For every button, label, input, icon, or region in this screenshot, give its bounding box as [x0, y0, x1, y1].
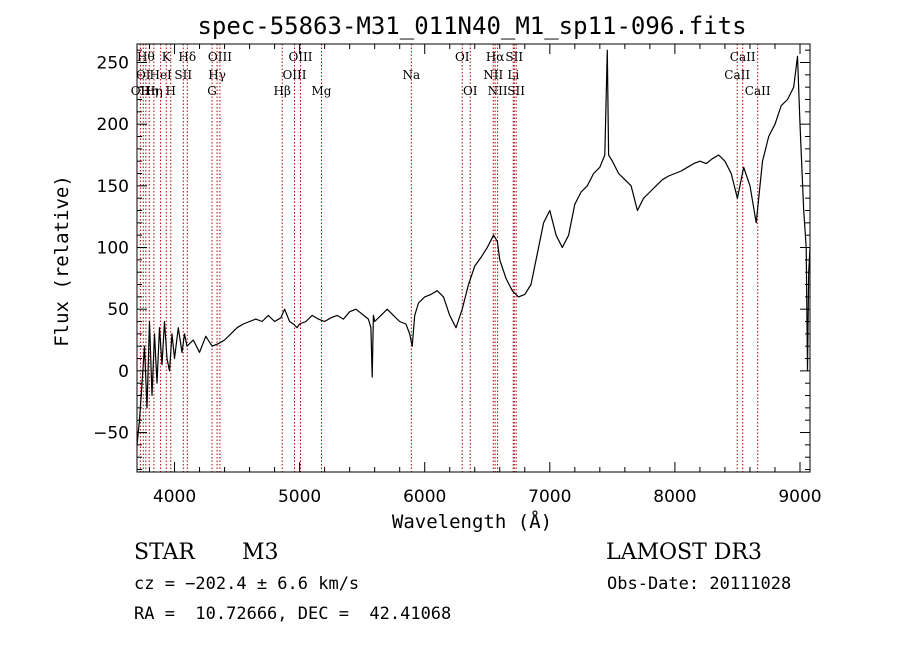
y-tick-label: 0 — [118, 362, 129, 382]
x-axis-label: Wavelength (Å) — [392, 510, 552, 533]
spectral-line-label: Hη — [140, 84, 158, 98]
axis-ticks: 4000 5000 6000 7000 8000 9000 −50 0 50 100 150 200 2… — [93, 44, 822, 507]
spectral-line-label: OI — [455, 50, 470, 64]
x-tick-label: 9000 — [778, 487, 821, 507]
spectral-line-markers — [139, 44, 759, 472]
sky-coordinates: RA = 10.72666, DEC = 42.41068 — [134, 604, 452, 624]
spectral-line-label: Hδ — [178, 50, 196, 64]
y-tick-label: 100 — [97, 239, 129, 259]
spectral-line-label: OI — [136, 68, 151, 82]
spectral-line-label: Li — [507, 68, 519, 82]
spectrum-series — [136, 49, 811, 445]
x-tick-label: 4000 — [153, 487, 196, 507]
redshift-velocity: cz = −202.4 ± 6.6 km/s — [134, 574, 360, 594]
spectral-line-label: Hη — [145, 84, 163, 98]
spectral-line-label: OII — [131, 84, 151, 98]
object-class: STAR — [134, 540, 195, 565]
spectral-line-label: Hθ — [137, 50, 155, 64]
y-tick-label: −50 — [93, 424, 129, 444]
spectral-line-label: NII — [488, 84, 508, 98]
spectral-line-label: SII — [505, 50, 523, 64]
spectral-line-label: HeI — [149, 68, 172, 82]
spectral-line-label: Hα — [486, 50, 505, 64]
spectral-line-label: OI — [463, 84, 478, 98]
x-tick-label: 7000 — [528, 487, 571, 507]
observation-date: Obs-Date: 20111028 — [607, 574, 792, 594]
plot-frame — [136, 43, 811, 473]
y-axis-label: Flux (relative) — [51, 175, 73, 347]
spectral-line-label: Hγ — [208, 68, 226, 82]
spectral-line-label: H — [166, 84, 176, 98]
survey-label: LAMOST DR3 — [606, 540, 762, 565]
y-tick-label: 200 — [97, 115, 129, 135]
spectral-line-label: SII — [174, 68, 192, 82]
y-tick-label: 50 — [107, 300, 129, 320]
spectral-line-label: K — [162, 50, 172, 64]
x-tick-label: 5000 — [278, 487, 321, 507]
x-tick-label: 8000 — [653, 487, 696, 507]
spectral-line-label: G — [207, 84, 217, 98]
spectrum-line — [136, 49, 811, 445]
spectral-line-label: CaII — [730, 50, 756, 64]
chart-title: spec-55863-M31_011N40_M1_sp11-096.fits — [197, 12, 746, 40]
spectral-line-label: NII — [483, 68, 503, 82]
y-tick-label: 150 — [97, 177, 129, 197]
x-tick-label: 6000 — [403, 487, 446, 507]
object-subclass: M3 — [242, 540, 279, 565]
spectral-line-label: SII — [507, 84, 525, 98]
spectral-line-label: OIII — [282, 68, 306, 82]
spectral-line-label: Mg — [312, 84, 332, 98]
spectral-line-label: Hβ — [274, 84, 291, 98]
spectral-line-label: Na — [403, 68, 421, 82]
spectral-line-label: OIII — [208, 50, 232, 64]
spectral-line-label: CaII — [745, 84, 771, 98]
spectral-line-label: OIII — [288, 50, 312, 64]
y-tick-label: 250 — [97, 54, 129, 74]
spectral-line-label: CaII — [724, 68, 750, 82]
